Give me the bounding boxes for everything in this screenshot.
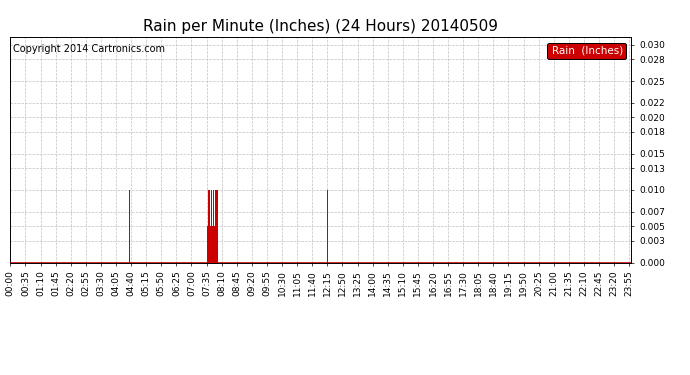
Legend: Rain  (Inches): Rain (Inches) <box>546 43 626 59</box>
Title: Rain per Minute (Inches) (24 Hours) 20140509: Rain per Minute (Inches) (24 Hours) 2014… <box>144 18 498 33</box>
Text: Copyright 2014 Cartronics.com: Copyright 2014 Cartronics.com <box>14 44 166 54</box>
